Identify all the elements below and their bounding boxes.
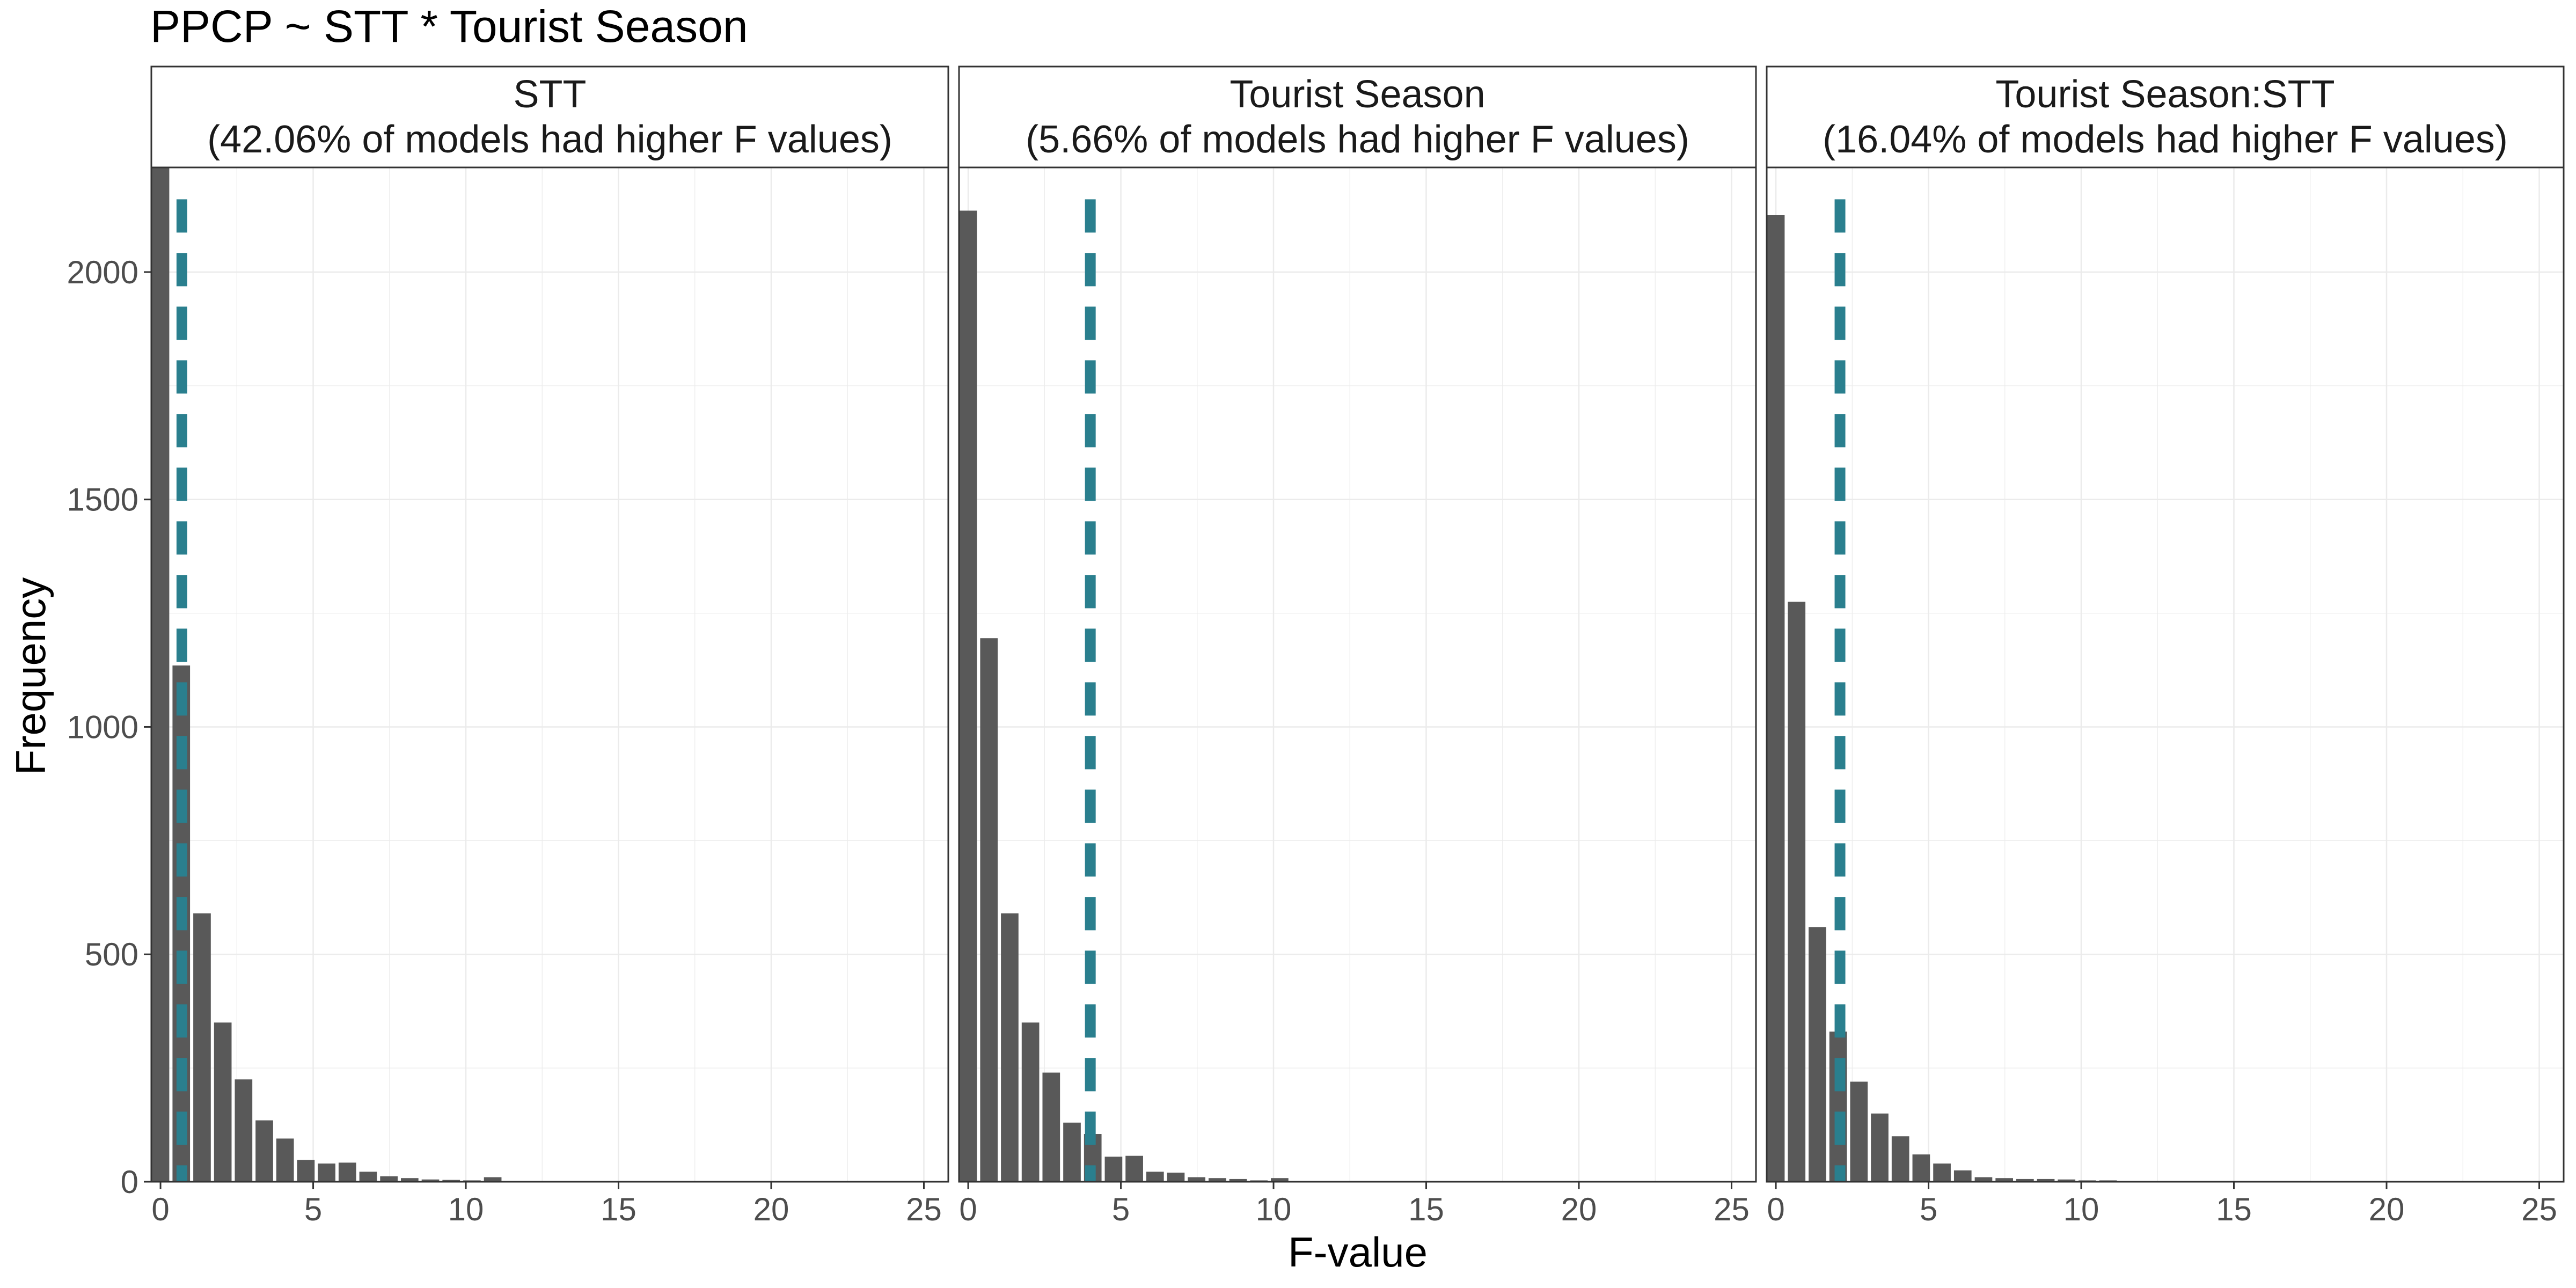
facet-strip: [958, 65, 1757, 169]
x-tick-label: 15: [601, 1191, 636, 1227]
y-axis-title: Frequency: [7, 577, 54, 775]
histogram-bar: [2037, 1179, 2055, 1182]
histogram-bar: [421, 1179, 440, 1182]
histogram-bar: [2016, 1179, 2034, 1182]
y-axis: 0 500 1000 1500 2000: [67, 254, 151, 1200]
histogram-bar: [1891, 1136, 1909, 1182]
histogram-bar: [297, 1160, 315, 1182]
x-tick-label: 15: [2216, 1191, 2252, 1227]
facet-strip-note: (5.66% of models had higher F values): [1026, 118, 1689, 161]
histogram-bar: [484, 1177, 502, 1182]
histogram-bar: [1021, 1022, 1040, 1182]
gridlines: [151, 167, 948, 1182]
facet-strip: [1766, 65, 2565, 169]
facet-panel: STT(42.06% of models had higher F values…: [150, 65, 949, 1227]
histogram-bar: [1146, 1172, 1164, 1182]
facet-panels: STT(42.06% of models had higher F values…: [150, 65, 2565, 1227]
x-tick-label: 20: [2369, 1191, 2405, 1227]
histogram-bar: [2058, 1179, 2076, 1182]
x-axis-title: F-value: [1288, 1228, 1428, 1276]
histogram-bar: [1063, 1122, 1081, 1182]
gridlines: [959, 167, 1756, 1182]
histogram-bar: [193, 913, 211, 1182]
histogram-bar: [1125, 1155, 1143, 1182]
y-tick-label: 500: [85, 936, 138, 972]
gridlines: [1767, 167, 2564, 1182]
facet-panel: Tourist Season:STT(16.04% of models had …: [1766, 65, 2565, 1227]
plot-title: PPCP ~ STT * Tourist Season: [150, 1, 748, 52]
panel-border: [150, 166, 949, 1183]
histogram-bar: [151, 167, 170, 1182]
x-tick-label: 0: [1767, 1191, 1784, 1227]
histogram-bar: [1271, 1178, 1289, 1182]
histogram-bar: [255, 1120, 273, 1182]
histogram-bar: [1850, 1081, 1868, 1182]
histogram-bar: [318, 1163, 335, 1182]
y-tick-label: 0: [121, 1164, 138, 1200]
histogram-bar: [1167, 1173, 1185, 1182]
histogram-bar: [1933, 1163, 1951, 1182]
histogram-bar: [1995, 1178, 2013, 1182]
x-tick-label: 20: [1561, 1191, 1597, 1227]
histogram-bar: [1871, 1113, 1889, 1182]
y-tick-label: 2000: [67, 254, 138, 290]
histogram-bar: [276, 1138, 294, 1182]
histogram-bar: [1188, 1177, 1205, 1182]
x-tick-label: 0: [151, 1191, 169, 1227]
facet-strip-label: STT: [514, 73, 587, 116]
facet-strip: [150, 65, 949, 169]
histogram-bar: [1104, 1157, 1123, 1182]
histogram-bar: [1788, 602, 1806, 1182]
histogram-bar: [959, 210, 977, 1182]
x-tick-label: 15: [1408, 1191, 1444, 1227]
histogram-bar: [380, 1176, 398, 1182]
x-tick-label: 10: [2063, 1191, 2099, 1227]
panel-border: [958, 166, 1757, 1183]
bars: [1767, 215, 2117, 1182]
x-tick-label: 25: [1714, 1191, 1750, 1227]
y-tick-label: 1000: [67, 709, 138, 745]
facet-strip-label: Tourist Season:STT: [1995, 73, 2334, 116]
x-tick-label: 20: [753, 1191, 789, 1227]
histogram-bar: [359, 1172, 377, 1182]
histogram-bar: [1042, 1072, 1060, 1182]
facet-strip-note: (16.04% of models had higher F values): [1823, 118, 2508, 161]
x-tick-label: 10: [1256, 1191, 1292, 1227]
histogram-bar: [1209, 1178, 1226, 1182]
x-tick-label: 5: [1112, 1191, 1130, 1227]
x-tick-label: 10: [448, 1191, 484, 1227]
x-tick-label: 25: [906, 1191, 942, 1227]
panel-border: [1766, 166, 2565, 1183]
y-tick-label: 1500: [67, 482, 138, 518]
histogram-bar: [1912, 1154, 1930, 1182]
histogram-bar: [1829, 1031, 1847, 1182]
x-tick-label: 25: [2521, 1191, 2557, 1227]
histogram-bar: [1953, 1170, 1972, 1182]
x-tick-label: 0: [959, 1191, 977, 1227]
histogram-bar: [442, 1180, 460, 1182]
bars: [151, 167, 502, 1182]
histogram-bar: [1809, 927, 1826, 1182]
x-tick-label: 5: [1920, 1191, 1937, 1227]
facet-panel: Tourist Season(5.66% of models had highe…: [958, 65, 1757, 1227]
histogram-bar: [235, 1079, 253, 1182]
histogram-bar: [1229, 1179, 1247, 1182]
histogram-bar: [980, 638, 998, 1182]
histogram-bar: [1974, 1177, 1993, 1182]
histogram-bar: [338, 1162, 356, 1182]
bars: [959, 210, 1289, 1182]
histogram-bar: [1001, 913, 1019, 1182]
histogram-bar: [401, 1178, 419, 1182]
facet-strip-note: (42.06% of models had higher F values): [207, 118, 892, 161]
facet-strip-label: Tourist Season: [1230, 73, 1485, 116]
histogram-bar: [214, 1022, 232, 1182]
x-tick-label: 5: [304, 1191, 322, 1227]
histogram-bar: [1767, 215, 1785, 1182]
